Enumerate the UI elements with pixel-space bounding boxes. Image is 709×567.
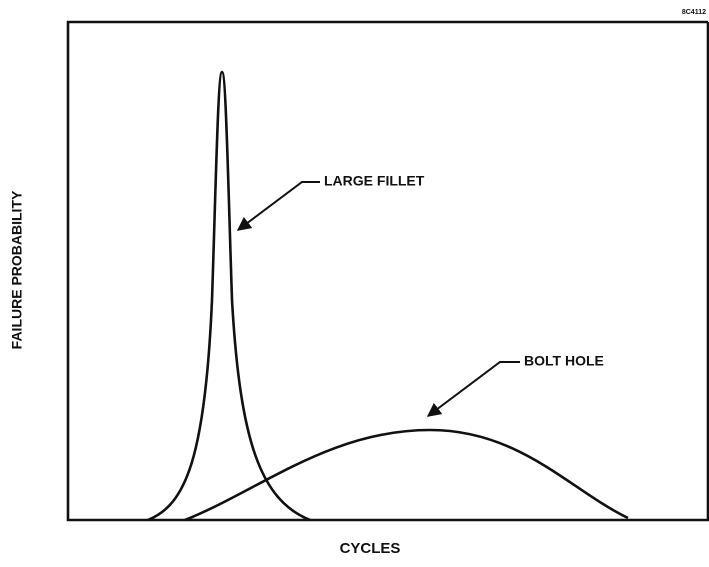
leader-arrow [236, 181, 320, 231]
curve-label: LARGE FILLET [324, 173, 425, 189]
bolt-hole-curve [184, 428, 629, 522]
curve-label: BOLT HOLE [524, 353, 604, 369]
large-fillet-curve [147, 70, 311, 522]
leader-arrow [426, 361, 520, 417]
frame [66, 20, 709, 522]
figure-id: 8C4112 [682, 9, 706, 16]
y-axis-label: FAILURE PROBABILITY [9, 190, 25, 349]
x-axis-label: CYCLES [340, 540, 401, 557]
